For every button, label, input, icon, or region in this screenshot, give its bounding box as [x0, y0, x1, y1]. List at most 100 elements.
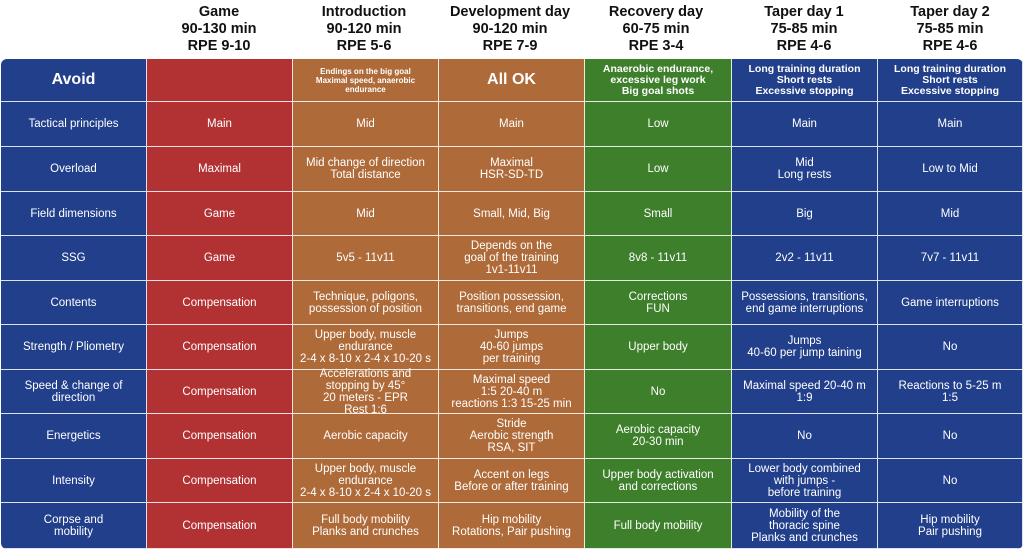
- column-header-line: RPE 9-10: [187, 37, 251, 54]
- cell-taper2: Mid: [878, 192, 1023, 236]
- cell-introduction: Full body mobility Planks and crunches: [293, 503, 439, 549]
- cell-game: Game: [147, 192, 293, 236]
- column-header-line: Development day: [449, 3, 571, 20]
- cell-game: Main: [147, 102, 293, 147]
- table-row-corpse-mobility: Corpse and mobility Compensation Full body…: [1, 503, 1023, 549]
- cell-taper2: No: [878, 414, 1023, 459]
- cell-development: Accent on legs Before or after training: [439, 459, 585, 503]
- cell-game: Compensation: [147, 503, 293, 549]
- column-header-taper2: Taper day 2 75-85 min RPE 4-6: [870, 0, 1024, 58]
- cell-introduction: Upper body, muscle endurance 2-4 x 8-10 …: [293, 325, 439, 370]
- cell-taper2: Main: [878, 102, 1023, 147]
- cell-game: Compensation: [147, 414, 293, 459]
- table-row-ssg: SSG Game 5v5 - 11v11 Depends on the goal of…: [1, 236, 1023, 281]
- cell-recovery: Aerobic capacity 20-30 min: [585, 414, 732, 459]
- cell-taper2: Low to Mid: [878, 147, 1023, 192]
- cell-taper2: Hip mobility Pair pushing: [878, 503, 1023, 549]
- cell-game: Compensation: [147, 325, 293, 370]
- column-header-line: 90-130 min: [181, 20, 257, 37]
- cell-taper2: No: [878, 325, 1023, 370]
- column-header-introduction: Introduction 90-120 min RPE 5-6: [284, 0, 444, 58]
- column-header-line: Game: [198, 3, 240, 20]
- cell-introduction: Accelerations and stopping by 45° 20 met…: [293, 368, 439, 416]
- cell-introduction: Endings on the big goal Maximal speed, a…: [293, 59, 439, 102]
- cell-development: Hip mobility Rotations, Pair pushing: [439, 503, 585, 549]
- row-label: Corpse and mobility: [1, 503, 147, 549]
- table-row-intensity: Intensity Compensation Upper body, muscle …: [1, 459, 1023, 503]
- column-header-game: Game 90-130 min RPE 9-10: [139, 0, 299, 58]
- table-row-energetics: Energetics Compensation Aerobic capacity St…: [1, 414, 1023, 459]
- cell-development: Jumps 40-60 jumps per training: [439, 325, 585, 370]
- column-header-line: 75-85 min: [770, 20, 838, 37]
- column-header-line: 90-120 min: [472, 20, 548, 37]
- column-header-recovery: Recovery day 60-75 min RPE 3-4: [576, 0, 736, 58]
- column-header-line: RPE 5-6: [336, 37, 392, 54]
- table-row-field-dimensions: Field dimensions Game Mid Small, Mid, Big Sm…: [1, 192, 1023, 236]
- table-row-contents: Contents Compensation Technique, poligons,…: [1, 281, 1023, 325]
- column-header-development: Development day 90-120 min RPE 7-9: [430, 0, 590, 58]
- table-row-tactical-principles: Tactical principles Main Mid Main Low Main Mai…: [1, 102, 1023, 147]
- cell-recovery: Anaerobic endurance, excessive leg work …: [585, 59, 732, 102]
- cell-development: Stride Aerobic strength RSA, SIT: [439, 414, 585, 459]
- cell-introduction: Mid: [293, 192, 439, 236]
- cell-game: Compensation: [147, 370, 293, 414]
- cell-taper1: Maximal speed 20-40 m 1:9: [732, 370, 878, 414]
- cell-taper2: Long training duration Short rests Exces…: [878, 59, 1023, 102]
- cell-introduction: Mid: [293, 102, 439, 147]
- column-header-line: 60-75 min: [622, 20, 690, 37]
- cell-taper1: Main: [732, 102, 878, 147]
- row-label: SSG: [1, 236, 147, 281]
- row-label: Avoid: [1, 59, 147, 102]
- cell-recovery: Corrections FUN: [585, 281, 732, 325]
- cell-recovery: Low: [585, 102, 732, 147]
- column-header-line: RPE 3-4: [628, 37, 684, 54]
- cell-recovery: Small: [585, 192, 732, 236]
- cell-taper1: Mid Long rests: [732, 147, 878, 192]
- column-header-line: RPE 7-9: [482, 37, 538, 54]
- row-label: Tactical principles: [1, 102, 147, 147]
- table-row-overload: Overload Maximal Mid change of direction T…: [1, 147, 1023, 192]
- cell-game: Compensation: [147, 281, 293, 325]
- cell-taper1: 2v2 - 11v11: [732, 236, 878, 281]
- column-header-line: Introduction: [321, 3, 407, 20]
- cell-taper2: 7v7 - 11v11: [878, 236, 1023, 281]
- table-row-avoid: Avoid Endings on the big goal Maximal spe…: [1, 59, 1023, 102]
- cell-development: Maximal speed 1:5 20-40 m reactions 1:3 …: [439, 370, 585, 414]
- cell-game: Game: [147, 236, 293, 281]
- table-row-strength-pliometry: Strength / Pliometry Compensation Upper bo…: [1, 325, 1023, 370]
- training-table: Avoid Endings on the big goal Maximal spe…: [1, 59, 1023, 549]
- column-header-line: Taper day 2: [910, 3, 990, 20]
- row-label: Strength / Pliometry: [1, 325, 147, 370]
- column-header-line: 90-120 min: [326, 20, 402, 37]
- cell-development: All OK: [439, 59, 585, 102]
- cell-development: Main: [439, 102, 585, 147]
- row-label: Field dimensions: [1, 192, 147, 236]
- cell-taper1: Jumps 40-60 per jump taining: [732, 325, 878, 370]
- cell-recovery: Low: [585, 147, 732, 192]
- row-label: Overload: [1, 147, 147, 192]
- cell-taper1: Lower body combined with jumps - before …: [732, 459, 878, 503]
- column-header-line: RPE 4-6: [776, 37, 832, 54]
- cell-game: Compensation: [147, 459, 293, 503]
- cell-development: Maximal HSR-SD-TD: [439, 147, 585, 192]
- cell-taper1: Possessions, transitions, end game inter…: [732, 281, 878, 325]
- column-header-line: Taper day 1: [764, 3, 844, 20]
- cell-introduction: 5v5 - 11v11: [293, 236, 439, 281]
- row-label: Contents: [1, 281, 147, 325]
- cell-recovery: Full body mobility: [585, 503, 732, 549]
- column-header-taper1: Taper day 1 75-85 min RPE 4-6: [724, 0, 884, 58]
- cell-introduction: Upper body, muscle endurance 2-4 x 8-10 …: [293, 459, 439, 503]
- cell-taper2: Game interruptions: [878, 281, 1023, 325]
- cell-recovery: Upper body: [585, 325, 732, 370]
- row-label: Energetics: [1, 414, 147, 459]
- cell-taper2: No: [878, 459, 1023, 503]
- table-row-speed-change-direction: Speed & change of direction Compensation A…: [1, 368, 1023, 416]
- column-header-line: Recovery day: [608, 3, 704, 20]
- cell-taper1: Long training duration Short rests Exces…: [732, 59, 878, 102]
- cell-game: [147, 59, 293, 102]
- cell-recovery: No: [585, 370, 732, 414]
- cell-taper2: Reactions to 5-25 m 1:5: [878, 370, 1023, 414]
- row-label: Speed & change of direction: [1, 370, 147, 414]
- cell-development: Position possession, transitions, end ga…: [439, 281, 585, 325]
